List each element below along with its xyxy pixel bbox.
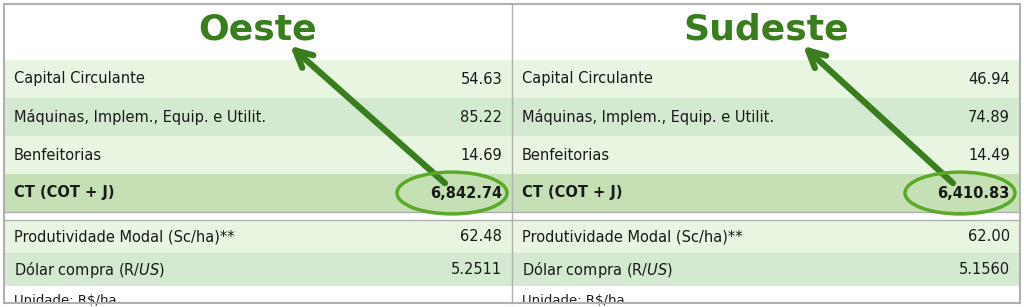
- Bar: [512, 174, 1020, 212]
- Text: Dólar compra (R$/US$): Dólar compra (R$/US$): [522, 259, 673, 279]
- Text: Benfeitorias: Benfeitorias: [14, 147, 102, 162]
- Text: 62.00: 62.00: [968, 229, 1010, 244]
- Bar: [512, 253, 1020, 286]
- Text: Unidade: R$/ha.: Unidade: R$/ha.: [14, 294, 121, 307]
- Text: Sudeste: Sudeste: [683, 13, 849, 47]
- Bar: [512, 136, 1020, 174]
- Text: 85.22: 85.22: [460, 110, 502, 125]
- Text: 54.63: 54.63: [461, 72, 502, 87]
- Text: Capital Circulante: Capital Circulante: [14, 72, 144, 87]
- Bar: [4, 60, 512, 98]
- Text: Oeste: Oeste: [199, 13, 317, 47]
- Bar: [4, 220, 512, 253]
- Text: 6,410.83: 6,410.83: [938, 185, 1010, 200]
- Bar: [4, 253, 512, 286]
- Text: CT (COT + J): CT (COT + J): [14, 185, 115, 200]
- Text: 46.94: 46.94: [969, 72, 1010, 87]
- Text: Máquinas, Implem., Equip. e Utilit.: Máquinas, Implem., Equip. e Utilit.: [14, 109, 266, 125]
- Text: Dólar compra (R$/US$): Dólar compra (R$/US$): [14, 259, 165, 279]
- Bar: [4, 174, 512, 212]
- Text: 5.1560: 5.1560: [958, 262, 1010, 277]
- Text: 14.69: 14.69: [460, 147, 502, 162]
- Text: 62.48: 62.48: [460, 229, 502, 244]
- Bar: [512, 60, 1020, 98]
- Text: 74.89: 74.89: [968, 110, 1010, 125]
- Text: 5.2511: 5.2511: [451, 262, 502, 277]
- Text: Máquinas, Implem., Equip. e Utilit.: Máquinas, Implem., Equip. e Utilit.: [522, 109, 774, 125]
- Bar: [4, 98, 512, 136]
- Bar: [512, 98, 1020, 136]
- Text: 14.49: 14.49: [969, 147, 1010, 162]
- Text: CT (COT + J): CT (COT + J): [522, 185, 623, 200]
- Text: Unidade: R$/ha.: Unidade: R$/ha.: [522, 294, 629, 307]
- Bar: [512, 220, 1020, 253]
- Bar: [4, 136, 512, 174]
- Text: Produtividade Modal (Sc/ha)**: Produtividade Modal (Sc/ha)**: [522, 229, 742, 244]
- Text: 6,842.74: 6,842.74: [430, 185, 502, 200]
- Text: Capital Circulante: Capital Circulante: [522, 72, 653, 87]
- Text: Benfeitorias: Benfeitorias: [522, 147, 610, 162]
- Text: Produtividade Modal (Sc/ha)**: Produtividade Modal (Sc/ha)**: [14, 229, 234, 244]
